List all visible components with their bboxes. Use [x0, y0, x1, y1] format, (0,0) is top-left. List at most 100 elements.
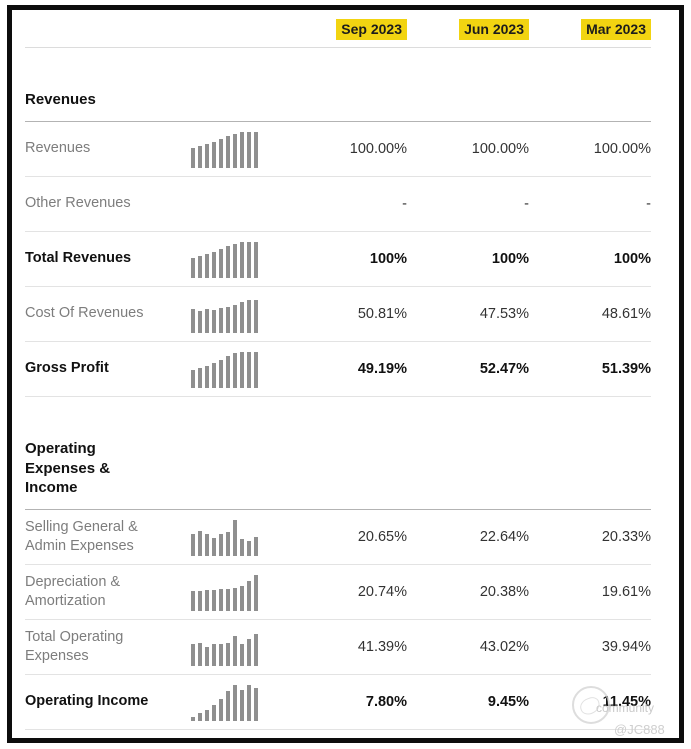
sparkline-bar — [198, 367, 202, 388]
value-cell: 19.61% — [601, 584, 651, 601]
value-cell: 100.00% — [593, 140, 651, 157]
sparkline-bar — [219, 644, 223, 667]
row-label: Depreciation & Amortization — [25, 573, 121, 610]
sparkline — [185, 295, 285, 333]
sparkline-bar — [247, 131, 251, 168]
value-cell: 20.38% — [479, 584, 529, 601]
column-header-highlight: Sep 2023 — [336, 19, 407, 40]
sparkline — [185, 240, 285, 278]
value-cell: 51.39% — [601, 360, 651, 377]
sparkline-bar — [233, 352, 237, 388]
sparkline-bar — [198, 643, 202, 667]
table-row: Selling General & Admin Expenses 20.65% … — [25, 510, 651, 566]
value-cell: 20.74% — [357, 584, 407, 601]
sparkline-bar — [212, 644, 216, 667]
sparkline-bar — [254, 299, 258, 333]
section-header-row: Revenues — [25, 48, 651, 122]
sparkline-bar — [254, 688, 258, 722]
table-row: Depreciation & Amortization 20.74% 20.38… — [25, 565, 651, 621]
sparkline-bar — [226, 643, 230, 667]
sparkline-bar — [226, 306, 230, 333]
sparkline-bar — [226, 532, 230, 557]
sparkline — [185, 518, 285, 557]
value-cell: 52.47% — [479, 360, 529, 377]
sparkline-bar — [226, 691, 230, 722]
table-row: Revenues 100.00% 100.00% 100.00% — [25, 122, 651, 177]
column-header-highlight: Jun 2023 — [459, 19, 529, 40]
row-label: Cost Of Revenues — [25, 305, 144, 322]
sparkline-bar — [212, 705, 216, 722]
sparkline-bar — [240, 241, 244, 278]
sparkline-bar — [205, 647, 209, 667]
sparkline-bar — [233, 636, 237, 667]
sparkline-bar — [219, 589, 223, 612]
sparkline-bar — [212, 309, 216, 333]
sparkline-bar — [233, 304, 237, 333]
sparkline-bar — [247, 241, 251, 278]
sparkline — [185, 628, 285, 667]
column-header-highlight: Mar 2023 — [581, 19, 651, 40]
sparkline-bar — [191, 369, 195, 388]
sparkline-bar — [219, 699, 223, 722]
value-cell: 100% — [491, 250, 529, 267]
sparkline-bar — [198, 531, 202, 557]
column-headers-row: Sep 2023 Jun 2023 Mar 2023 — [25, 10, 651, 48]
sparkline-bar — [191, 644, 195, 667]
table-row: Total Revenues 100% 100% 100% — [25, 232, 651, 287]
sparkline — [185, 130, 285, 168]
sparkline-bar — [254, 131, 258, 168]
sparkline-bar — [212, 538, 216, 557]
value-cell: 100.00% — [349, 140, 407, 157]
sparkline-bar — [247, 351, 251, 388]
sparkline-bar — [198, 145, 202, 168]
column-header-jun-2023: Jun 2023 — [459, 19, 529, 40]
value-cell: 49.19% — [357, 360, 407, 377]
sparkline-bar — [233, 520, 237, 557]
sparkline-bar — [233, 243, 237, 278]
watermark-community-text: community — [596, 701, 655, 715]
sparkline-bar — [219, 534, 223, 557]
value-cell: 43.02% — [479, 639, 529, 656]
table-row: Gross Profit 49.19% 52.47% 51.39% — [25, 342, 651, 397]
watermark-handle: @JC888 — [614, 722, 665, 737]
sparkline-bar — [240, 644, 244, 667]
sparkline-bar — [219, 138, 223, 168]
row-label: Gross Profit — [25, 360, 109, 377]
value-cell: 11.45% — [602, 694, 651, 711]
value-cell: 100% — [613, 250, 651, 267]
column-header-sep-2023: Sep 2023 — [336, 19, 407, 40]
sparkline-bar — [247, 541, 251, 557]
sparkline-bar — [247, 685, 251, 722]
table-content: Sep 2023 Jun 2023 Mar 2023 Revenues Reve… — [12, 10, 679, 731]
table-row: Operating Income 7.80% 9.45% 11.45% — [25, 675, 651, 731]
sparkline-bar — [212, 251, 216, 278]
value-cell: 47.53% — [479, 305, 529, 322]
sparkline-bar — [205, 308, 209, 333]
value-cell: 100.00% — [471, 140, 529, 157]
sparkline-bar — [240, 301, 244, 333]
sparkline-bar — [198, 255, 202, 278]
table-row: Cost Of Revenues 50.81% 47.53% 48.61% — [25, 287, 651, 342]
row-label: Operating Income — [25, 693, 149, 710]
column-header-mar-2023: Mar 2023 — [581, 19, 651, 40]
sparkline-bar — [254, 634, 258, 667]
value-cell: 41.39% — [357, 639, 407, 656]
sparkline-bar — [198, 713, 202, 722]
value-cell: 100% — [369, 250, 407, 267]
sparkline-bar — [205, 534, 209, 557]
sparkline-bar — [191, 534, 195, 557]
sparkline-bar — [191, 147, 195, 168]
sparkline-bar — [212, 362, 216, 388]
sparkline-bar — [191, 591, 195, 612]
value-cell: 22.64% — [479, 529, 529, 546]
watermark-logo-icon — [572, 686, 610, 724]
sparkline-bar — [219, 248, 223, 278]
table-body: Revenues Revenues 100.00% 100.00% 100.00… — [25, 48, 651, 731]
sparkline-bar — [254, 241, 258, 278]
section-title: Revenues — [25, 91, 96, 108]
sparkline-bar — [198, 310, 202, 333]
sparkline — [185, 683, 285, 722]
sparkline-bar — [240, 586, 244, 612]
sparkline-bar — [240, 690, 244, 722]
sparkline-bar — [205, 365, 209, 388]
